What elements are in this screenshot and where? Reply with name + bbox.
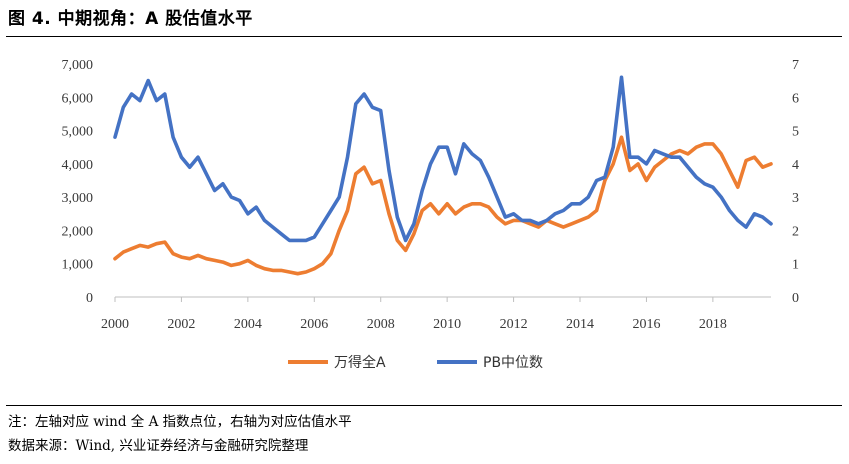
legend-label-pb-median: PB中位数 (483, 355, 543, 371)
left-axis-tick-label: 1,000 (62, 258, 94, 273)
right-axis-ticks: 0 1 2 3 4 5 6 7 (792, 58, 799, 306)
legend: 万得全A PB中位数 (288, 354, 543, 371)
bottom-rule (6, 405, 842, 406)
left-axis-ticks: 0 1,000 2,000 3,000 4,000 5,000 6,000 7,000 (62, 58, 94, 306)
right-axis-tick-label: 4 (792, 158, 799, 173)
x-axis-tick-label: 2014 (566, 317, 594, 332)
left-axis-tick-label: 3,000 (62, 191, 94, 206)
right-axis-tick-label: 6 (792, 91, 799, 106)
right-axis-tick-label: 7 (792, 58, 799, 73)
x-axis-tick-label: 2006 (300, 317, 328, 332)
right-axis-tick-label: 5 (792, 125, 799, 140)
series-line-wanda-all-a (113, 135, 773, 276)
right-axis-tick-label: 0 (792, 291, 799, 306)
left-axis-tick-label: 0 (86, 291, 93, 306)
left-axis-tick-label: 2,000 (62, 224, 94, 239)
top-rule (6, 36, 842, 37)
legend-label-wanda-all-a: 万得全A (334, 354, 386, 371)
x-axis-tick-label: 2002 (167, 317, 195, 332)
series-line-pb-median (113, 75, 773, 243)
right-axis-tick-label: 2 (792, 224, 799, 239)
x-axis-ticks: 2000 2002 2004 2006 2008 2010 2012 2014 2016 2018 (101, 297, 727, 332)
x-axis-tick-label: 2012 (500, 317, 528, 332)
x-axis-tick-label: 2018 (699, 317, 727, 332)
left-axis-tick-label: 6,000 (62, 91, 94, 106)
x-axis-tick-label: 2000 (101, 317, 129, 332)
x-axis-tick-label: 2010 (433, 317, 461, 332)
left-axis-tick-label: 7,000 (62, 58, 94, 73)
axis-note: 注：左轴对应 wind 全 A 指数点位，右轴为对应估值水平 (8, 414, 352, 430)
left-axis-tick-label: 4,000 (62, 158, 94, 173)
figure-title: 图 4. 中期视角：A 股估值水平 (8, 9, 253, 29)
series-lines (113, 75, 773, 276)
data-source: 数据来源：Wind, 兴业证券经济与金融研究院整理 (8, 438, 309, 454)
line-chart: 0 1,000 2,000 3,000 4,000 5,000 6,000 7,000 0 1 2… (62, 58, 800, 371)
right-axis-tick-label: 1 (792, 258, 799, 273)
right-axis-tick-label: 3 (792, 191, 799, 206)
x-axis-tick-label: 2008 (367, 317, 395, 332)
left-axis-tick-label: 5,000 (62, 125, 94, 140)
x-axis-tick-label: 2016 (632, 317, 660, 332)
x-axis-tick-label: 2004 (234, 317, 262, 332)
